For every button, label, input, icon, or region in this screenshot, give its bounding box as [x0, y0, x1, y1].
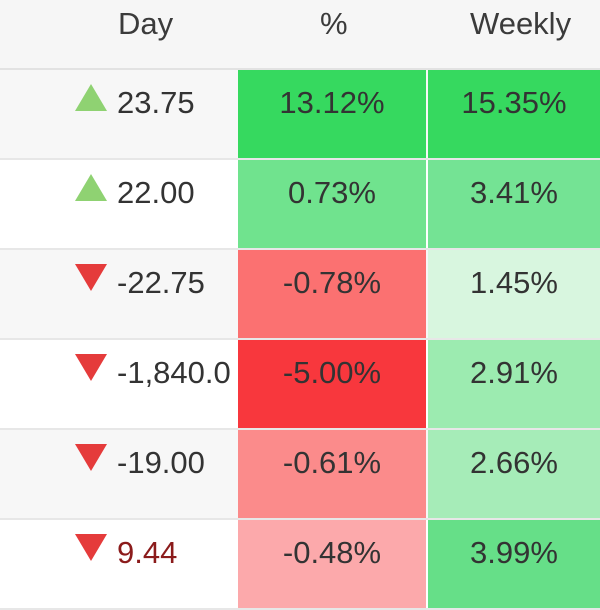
table-row[interactable]: -1,840.0 -5.00% 2.91% [0, 340, 600, 430]
percent-cell: -5.00% [238, 340, 426, 428]
triangle-up-icon [75, 174, 107, 201]
table-row[interactable]: -22.75 -0.78% 1.45% [0, 250, 600, 340]
percent-change-value: -0.78% [282, 265, 382, 300]
day-change-value: 22.00 [117, 175, 195, 210]
day-change-value: -22.75 [117, 265, 205, 300]
triangle-down-icon [75, 444, 107, 471]
day-cell: -1,840.0 [0, 340, 238, 428]
table-row[interactable]: -19.00 -0.61% 2.66% [0, 430, 600, 520]
percent-cell: -0.61% [238, 430, 426, 518]
weekly-cell: 1.45% [428, 250, 600, 338]
day-change-value: 23.75 [117, 85, 195, 120]
weekly-cell: 3.99% [428, 520, 600, 608]
table-header: Day % Weekly [0, 0, 600, 70]
table-row[interactable]: 23.75 13.12% 15.35% [0, 70, 600, 160]
header-weekly[interactable]: Weekly [470, 6, 572, 41]
percent-change-value: 0.73% [288, 175, 376, 210]
header-day[interactable]: Day [118, 6, 174, 41]
triangle-down-icon [75, 534, 107, 561]
weekly-change-value: 1.45% [470, 265, 558, 300]
weekly-change-value: 15.35% [461, 85, 567, 120]
day-cell: -19.00 [0, 430, 238, 518]
percent-change-value: -0.48% [282, 535, 382, 570]
percent-cell: 0.73% [238, 160, 426, 248]
weekly-change-value: 2.91% [470, 355, 558, 390]
day-change-value: -19.00 [117, 445, 205, 480]
weekly-change-value: 2.66% [470, 445, 558, 480]
triangle-down-icon [75, 354, 107, 381]
header-percent[interactable]: % [320, 6, 348, 41]
table-row[interactable]: 9.44 -0.48% 3.99% [0, 520, 600, 610]
day-cell: 22.00 [0, 160, 238, 248]
weekly-cell: 3.41% [428, 160, 600, 248]
percent-change-value: -0.61% [282, 445, 382, 480]
table-row[interactable]: 22.00 0.73% 3.41% [0, 160, 600, 250]
percent-cell: -0.78% [238, 250, 426, 338]
day-cell: 23.75 [0, 70, 238, 158]
percent-cell: 13.12% [238, 70, 426, 158]
triangle-up-icon [75, 84, 107, 111]
weekly-cell: 2.66% [428, 430, 600, 518]
day-change-value: 9.44 [117, 535, 178, 570]
percent-change-value: -5.00% [282, 355, 382, 390]
day-change-value: -1,840.0 [117, 355, 231, 390]
day-cell: 9.44 [0, 520, 238, 608]
percent-change-value: 13.12% [279, 85, 385, 120]
weekly-change-value: 3.99% [470, 535, 558, 570]
weekly-cell: 2.91% [428, 340, 600, 428]
day-cell: -22.75 [0, 250, 238, 338]
weekly-change-value: 3.41% [470, 175, 558, 210]
triangle-down-icon [75, 264, 107, 291]
weekly-cell: 15.35% [428, 70, 600, 158]
percent-cell: -0.48% [238, 520, 426, 608]
